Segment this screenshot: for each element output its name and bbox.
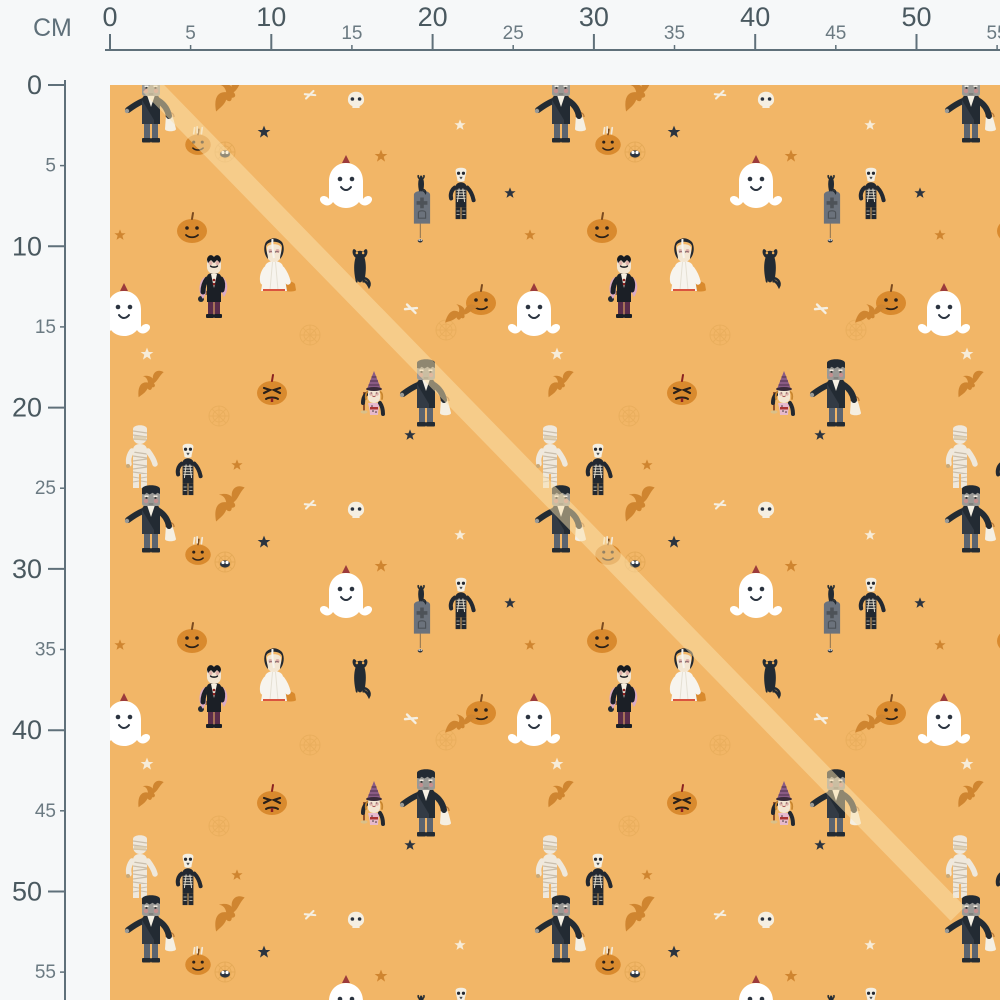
svg-text:55: 55 [35, 962, 56, 983]
svg-text:35: 35 [664, 23, 685, 44]
svg-text:0: 0 [102, 2, 117, 32]
svg-text:35: 35 [35, 640, 56, 661]
svg-text:15: 15 [341, 23, 362, 44]
svg-text:30: 30 [579, 2, 609, 32]
svg-text:5: 5 [45, 156, 56, 177]
svg-text:25: 25 [35, 478, 56, 499]
svg-text:0: 0 [27, 70, 42, 100]
svg-text:25: 25 [503, 23, 524, 44]
svg-text:50: 50 [901, 2, 931, 32]
svg-text:5: 5 [185, 23, 196, 44]
svg-text:55: 55 [987, 23, 1000, 44]
svg-text:20: 20 [12, 393, 42, 423]
svg-text:45: 45 [35, 801, 56, 822]
svg-text:10: 10 [256, 2, 286, 32]
svg-text:50: 50 [12, 877, 42, 907]
svg-text:40: 40 [740, 2, 770, 32]
svg-text:10: 10 [12, 231, 42, 261]
svg-text:15: 15 [35, 317, 56, 338]
svg-text:20: 20 [418, 2, 448, 32]
svg-text:45: 45 [825, 23, 846, 44]
svg-text:30: 30 [12, 554, 42, 584]
svg-text:40: 40 [12, 715, 42, 745]
